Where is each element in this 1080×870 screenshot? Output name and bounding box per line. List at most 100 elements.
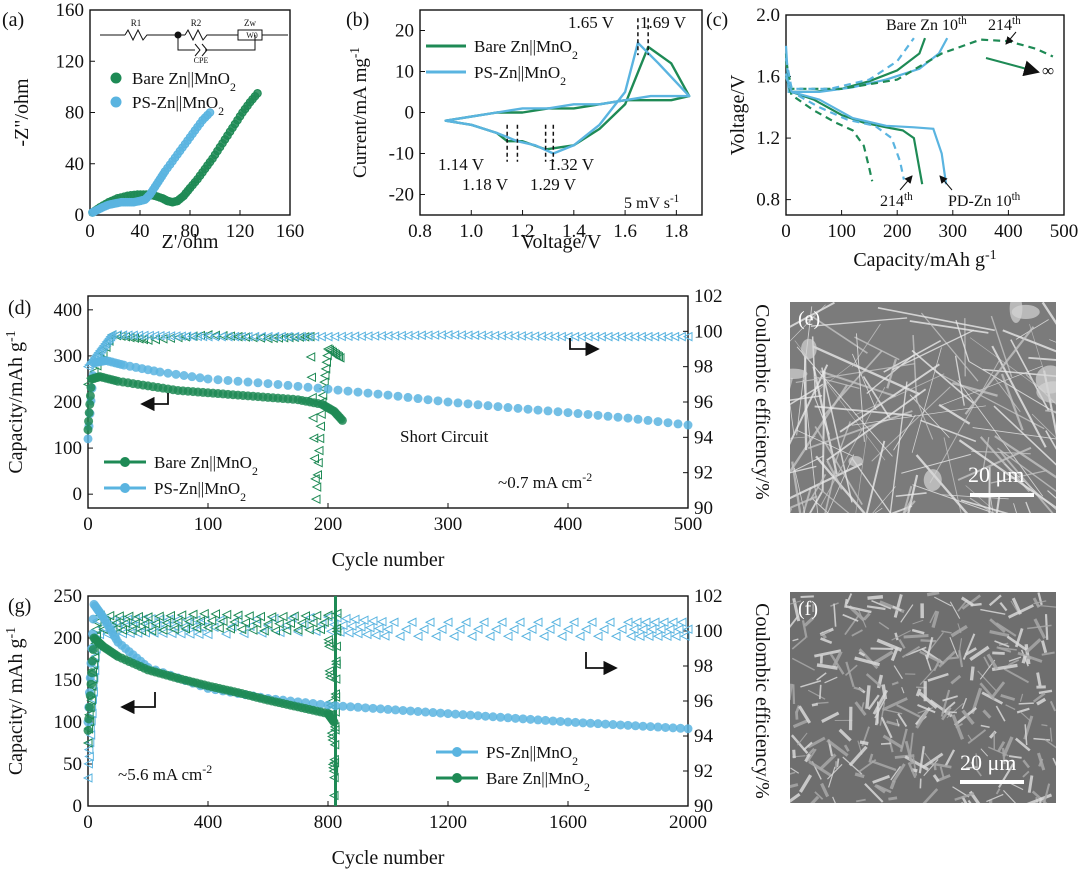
panel-label-b: (b) bbox=[346, 9, 369, 31]
ce-point-g-2-144 bbox=[634, 631, 645, 642]
sem-e-fiber bbox=[854, 373, 945, 416]
y-tick-label-d-1: 100 bbox=[54, 438, 83, 459]
sem-e-fiber bbox=[791, 461, 802, 513]
sem-e-fiber bbox=[903, 497, 914, 513]
capacity-point-d-1-25 bbox=[163, 368, 173, 378]
ce-point-g-2-69 bbox=[256, 628, 267, 638]
sem-f-flake bbox=[820, 782, 830, 798]
sem-f-flake bbox=[881, 684, 888, 700]
capacity-point-d-1-38 bbox=[283, 380, 293, 390]
ce-point-d-3-98 bbox=[616, 331, 626, 342]
panel-label-g: (g) bbox=[8, 595, 31, 617]
sem-e-fiber bbox=[827, 454, 855, 513]
sem-f-flake bbox=[1036, 604, 1056, 608]
sem-f-flake bbox=[807, 689, 826, 700]
sem-f-flake bbox=[992, 651, 1005, 655]
ce-point-d-3-81 bbox=[502, 330, 513, 341]
sem-e-fiber bbox=[851, 405, 986, 426]
ce-point-g-2-1 bbox=[83, 759, 93, 769]
sem-f-flake bbox=[1043, 783, 1051, 803]
sem-e-fiber bbox=[1047, 490, 1056, 499]
sem-f-flake bbox=[827, 763, 843, 780]
sem-f-flake bbox=[880, 716, 893, 739]
ce-point-g-2-152 bbox=[658, 617, 669, 628]
sem-f-flake bbox=[964, 647, 977, 656]
sem-f-flake bbox=[871, 600, 892, 610]
capacity-point-d-1-64 bbox=[543, 406, 553, 416]
ce-point-d-2-57 bbox=[317, 390, 328, 401]
sem-e-fiber bbox=[895, 492, 927, 498]
sem-f-flake bbox=[800, 595, 814, 598]
sem-e-cluster bbox=[923, 469, 942, 491]
sem-e-fiber bbox=[999, 450, 1054, 513]
capacity-point-d-1-39 bbox=[293, 381, 303, 391]
sem-e-fiber bbox=[877, 307, 995, 332]
ce-point-g-2-115 bbox=[472, 624, 483, 635]
ce-point-g-2-153 bbox=[661, 631, 672, 642]
sem-f-flake bbox=[872, 689, 889, 715]
sem-f-flake bbox=[896, 719, 900, 727]
sem-f-flake bbox=[954, 792, 975, 801]
sem-f-flake bbox=[876, 784, 892, 794]
capacity-point-d-1-60 bbox=[503, 403, 513, 413]
ce-point-g-2-151 bbox=[655, 624, 666, 635]
ce-point-g-2-90 bbox=[352, 628, 363, 639]
ce-point-d-2-52 bbox=[313, 445, 324, 456]
ce-point-d-3-82 bbox=[509, 331, 520, 341]
ce-point-g-2-155 bbox=[667, 617, 678, 628]
plot-frame-d bbox=[87, 295, 689, 509]
ce-point-g-3-28 bbox=[130, 618, 140, 629]
ce-point-d-3-105 bbox=[662, 331, 673, 342]
capacity-point-g-0-71 bbox=[436, 708, 445, 718]
ce-point-g-2-156 bbox=[670, 631, 681, 642]
ce-point-d-3-90 bbox=[562, 331, 573, 342]
sem-f-flake bbox=[892, 605, 902, 612]
legend-label-b-0: Bare Zn||MnO2 bbox=[474, 37, 578, 62]
sem-e-fiber bbox=[820, 386, 886, 507]
capacity-point-g-1-2 bbox=[85, 702, 94, 712]
ce-point-d-2-51 bbox=[313, 457, 323, 468]
ce-point-d-2-61 bbox=[320, 364, 331, 374]
sem-f-flake bbox=[865, 685, 871, 709]
sem-e-fiber bbox=[951, 381, 998, 397]
sem-e-fiber bbox=[920, 419, 977, 443]
sem-e-cluster bbox=[790, 368, 808, 380]
y2-tick-label-g-1: 92 bbox=[694, 761, 713, 782]
capacity-point-g-1-1 bbox=[84, 714, 94, 724]
capacity-point-g-0-60 bbox=[353, 702, 363, 712]
ce-point-g-2-130 bbox=[562, 624, 573, 635]
ce-point-d-3-73 bbox=[449, 330, 460, 340]
annot-peak-green-ox: 1.69 V bbox=[640, 13, 687, 32]
sem-f-flake bbox=[853, 686, 864, 692]
ce-point-d-3-92 bbox=[576, 331, 586, 342]
ce-point-g-3-65 bbox=[266, 612, 277, 622]
sem-f-flake bbox=[1040, 640, 1048, 654]
ce-point-d-2-50 bbox=[312, 470, 322, 480]
capacity-point-g-0-63 bbox=[376, 704, 385, 714]
ce-point-d-3-99 bbox=[622, 331, 633, 342]
arrow-left-axis-d bbox=[140, 393, 169, 412]
capacity-point-d-0-5 bbox=[86, 382, 96, 392]
ce-point-d-3-29 bbox=[165, 331, 176, 341]
sem-f-flake bbox=[831, 650, 843, 668]
ce-point-d-3-47 bbox=[276, 331, 286, 342]
sem-f-flake bbox=[1000, 694, 1016, 701]
ce-point-d-3-11 bbox=[97, 342, 108, 353]
sem-f-flake bbox=[922, 788, 939, 803]
capacity-point-d-1-67 bbox=[573, 409, 583, 419]
capacity-point-d-1-0 bbox=[83, 434, 93, 444]
sem-f-flake bbox=[807, 748, 817, 762]
ce-point-d-3-13 bbox=[100, 338, 110, 349]
sem-f-flake bbox=[843, 744, 850, 752]
sem-f-flake bbox=[975, 753, 979, 771]
capacity-point-g-0-98 bbox=[638, 721, 648, 731]
sem-e-cluster bbox=[801, 338, 817, 359]
sem-e-fiber bbox=[813, 396, 830, 435]
y-tick-label-g-4: 200 bbox=[54, 628, 83, 649]
ce-point-g-2-117 bbox=[484, 631, 495, 642]
ce-point-d-3-101 bbox=[636, 331, 646, 342]
sem-e-fiber bbox=[790, 462, 863, 500]
y2-tick-label-d-0: 90 bbox=[694, 498, 713, 519]
sem-f-flake bbox=[942, 695, 958, 702]
